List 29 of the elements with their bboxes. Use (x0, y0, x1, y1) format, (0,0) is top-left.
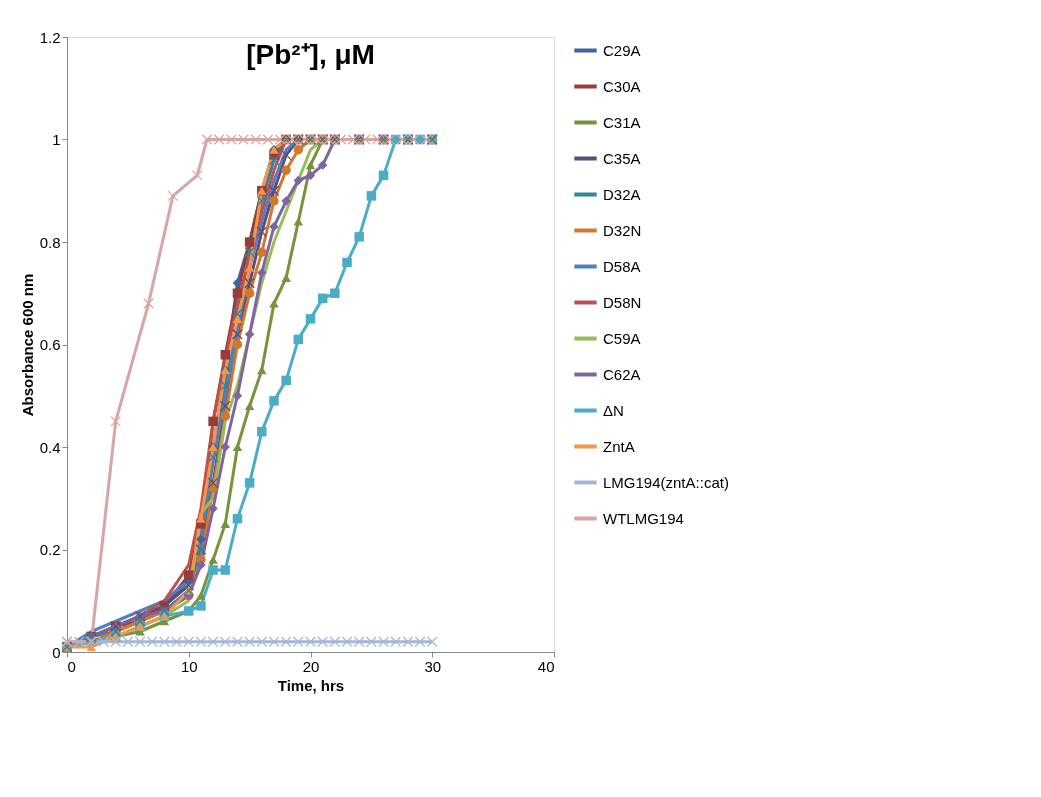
chart-title: [Pb²⁺], μM (246, 39, 375, 70)
legend-label: D58N (603, 293, 642, 311)
y-axis-title: Absorbance 600 nm (18, 273, 36, 417)
y-tick-label: 0.8 (39, 233, 61, 251)
legend-label: C62A (603, 365, 641, 383)
legend-label: C29A (603, 41, 641, 59)
x-tick-label: 30 (424, 657, 442, 675)
legend-label: ΔN (603, 401, 624, 419)
legend-label: C30A (603, 77, 641, 95)
x-tick-label: 0 (67, 657, 76, 675)
y-tick-label: 0.6 (39, 336, 61, 353)
y-tick-label: 0.2 (39, 541, 61, 558)
x-tick-label: 40 (537, 657, 555, 675)
legend-label: C59A (603, 329, 641, 347)
legend-label: LMG194(zntA::cat) (603, 473, 729, 491)
legend-label: C31A (603, 113, 641, 131)
legend-label: D58A (603, 257, 641, 275)
legend-label: ZntA (603, 437, 635, 455)
legend-label: D32N (603, 221, 642, 239)
legend-label: WTLMG194 (603, 509, 684, 527)
y-tick-label: 0.4 (39, 438, 61, 456)
x-axis-title: Time, hrs (277, 676, 345, 694)
y-tick-label: 0 (52, 643, 61, 661)
y-tick-label: 1.2 (39, 28, 61, 46)
y-tick-label: 1 (52, 131, 61, 148)
legend-label: D32A (603, 185, 641, 203)
x-tick-label: 10 (180, 657, 198, 675)
x-tick-label: 20 (302, 657, 320, 675)
legend-label: C35A (603, 149, 641, 167)
